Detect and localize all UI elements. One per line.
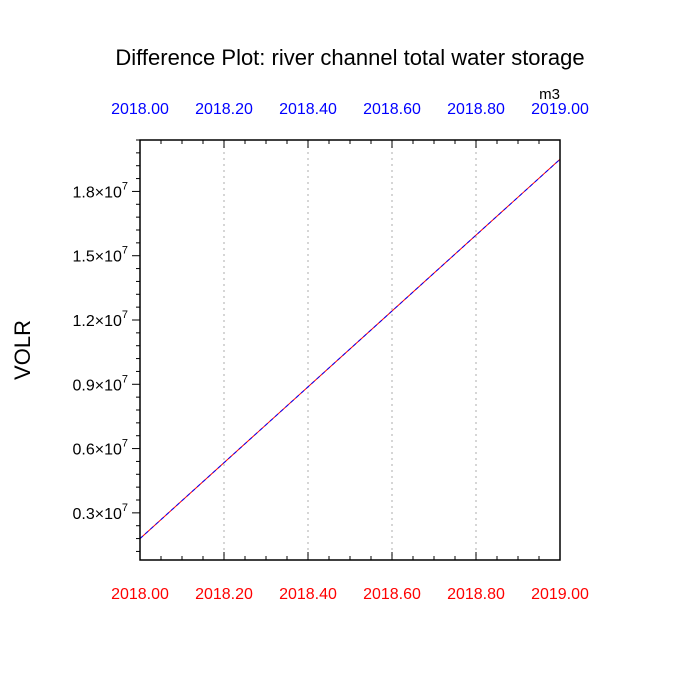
x-tick-label-bottom: 2018.00 bbox=[111, 586, 169, 603]
grid-lines bbox=[223, 140, 477, 560]
x-tick-label-bottom: 2018.20 bbox=[195, 586, 253, 603]
series-line-2 bbox=[139, 158, 561, 539]
x-tick-label-bottom: 2018.40 bbox=[279, 586, 337, 603]
x-tick-label-top: 2018.60 bbox=[363, 101, 421, 118]
x-tick-label-bottom: 2019.00 bbox=[531, 586, 589, 603]
x-tick-label-top: 2018.80 bbox=[447, 101, 505, 118]
axis-ticks bbox=[132, 139, 561, 560]
chart-title: Difference Plot: river channel total wat… bbox=[115, 45, 584, 70]
y-tick-label: 0.9×107 bbox=[72, 373, 128, 394]
x-tick-label-top: 2018.20 bbox=[195, 101, 253, 118]
y-tick-label: 0.3×107 bbox=[72, 502, 128, 523]
y-tick-label: 1.5×107 bbox=[72, 245, 128, 266]
tick-labels: 2018.00 2018.00 2018.20 2018.20 2018.40 2018.… bbox=[72, 101, 589, 603]
y-tick-label: 1.2×107 bbox=[72, 309, 128, 330]
x-tick-label-bottom: 2018.60 bbox=[363, 586, 421, 603]
x-tick-label-top: 2019.00 bbox=[531, 101, 589, 118]
x-tick-label-top: 2018.00 bbox=[111, 101, 169, 118]
plot-frame bbox=[139, 139, 561, 561]
y-tick-label: 0.6×107 bbox=[72, 438, 128, 459]
y-axis-label: VOLR bbox=[10, 320, 35, 380]
series-layer bbox=[139, 158, 561, 539]
y-tick-label: 1.8×107 bbox=[72, 180, 128, 201]
x-tick-label-bottom: 2018.80 bbox=[447, 586, 505, 603]
x-tick-label-top: 2018.40 bbox=[279, 101, 337, 118]
units-label: m3 bbox=[539, 86, 560, 103]
